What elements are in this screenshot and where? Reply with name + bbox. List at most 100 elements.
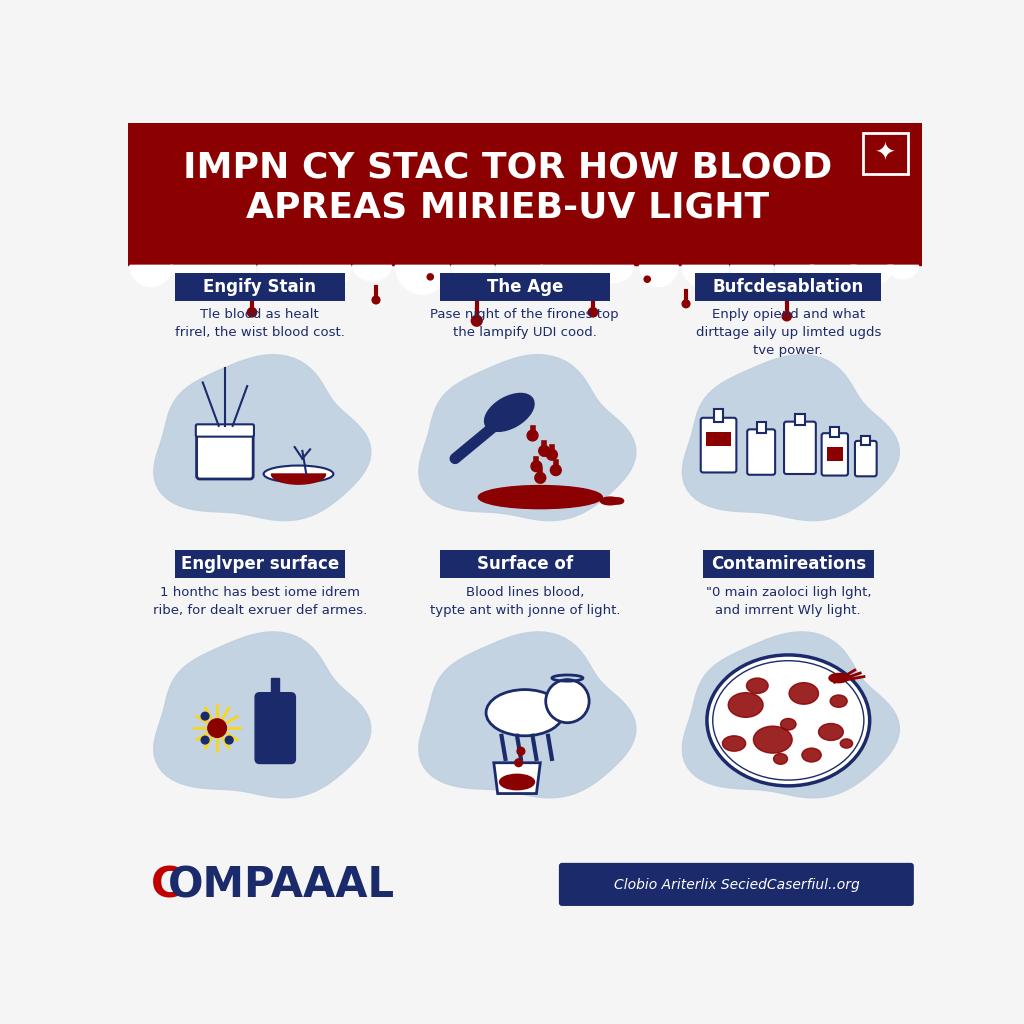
Circle shape (318, 278, 325, 284)
Bar (796, 414, 805, 426)
Ellipse shape (830, 695, 847, 708)
Circle shape (515, 759, 522, 767)
Polygon shape (591, 265, 634, 283)
Text: "0 main zaoloci ligh lght,
and imrrent Wly light.: "0 main zaoloci ligh lght, and imrrent W… (706, 586, 871, 616)
Polygon shape (419, 632, 636, 798)
Polygon shape (810, 265, 856, 291)
FancyBboxPatch shape (255, 692, 295, 764)
Ellipse shape (612, 498, 624, 504)
Ellipse shape (746, 678, 768, 693)
FancyBboxPatch shape (196, 424, 254, 436)
Ellipse shape (707, 655, 869, 785)
Circle shape (539, 445, 550, 457)
Ellipse shape (780, 719, 796, 730)
Polygon shape (271, 474, 326, 484)
FancyBboxPatch shape (748, 429, 775, 475)
Polygon shape (258, 265, 300, 285)
Polygon shape (452, 265, 495, 285)
Circle shape (531, 461, 542, 472)
Polygon shape (395, 265, 450, 294)
FancyBboxPatch shape (174, 550, 345, 578)
Bar (830, 427, 840, 437)
Bar (861, 435, 870, 444)
FancyBboxPatch shape (695, 273, 882, 301)
Ellipse shape (486, 689, 563, 736)
FancyBboxPatch shape (862, 133, 908, 174)
Circle shape (201, 736, 209, 743)
FancyBboxPatch shape (439, 550, 610, 578)
FancyBboxPatch shape (821, 433, 848, 475)
Bar (271, 678, 280, 701)
FancyBboxPatch shape (855, 441, 877, 476)
Polygon shape (352, 265, 391, 281)
Circle shape (519, 292, 527, 300)
Polygon shape (496, 265, 543, 289)
Polygon shape (730, 265, 773, 285)
Text: ✦: ✦ (874, 141, 896, 166)
Bar (714, 409, 723, 422)
Ellipse shape (818, 724, 844, 740)
Circle shape (853, 284, 859, 290)
Text: Blood lines blood,
typte ant with jonne of light.: Blood lines blood, typte ant with jonne … (429, 586, 621, 616)
Circle shape (203, 286, 209, 292)
Ellipse shape (498, 497, 521, 506)
Polygon shape (494, 763, 541, 794)
Text: Clobio Ariterlix SeciedCaserfiul..org: Clobio Ariterlix SeciedCaserfiul..org (613, 879, 859, 892)
Circle shape (248, 307, 257, 316)
Bar (128, 123, 922, 265)
Circle shape (547, 450, 557, 460)
Polygon shape (154, 632, 371, 798)
Text: 1 honthc has best iome idrem
ribe, for dealt exruer def armes.: 1 honthc has best iome idrem ribe, for d… (153, 586, 367, 616)
Circle shape (201, 713, 209, 720)
Ellipse shape (600, 497, 620, 505)
Ellipse shape (841, 739, 853, 749)
Ellipse shape (484, 393, 535, 431)
Ellipse shape (500, 774, 535, 790)
Polygon shape (851, 265, 893, 285)
FancyBboxPatch shape (559, 863, 913, 906)
Circle shape (782, 311, 792, 321)
Polygon shape (419, 354, 636, 520)
FancyBboxPatch shape (700, 418, 736, 472)
Polygon shape (154, 354, 371, 520)
Polygon shape (682, 354, 899, 520)
Ellipse shape (722, 736, 745, 752)
FancyBboxPatch shape (707, 432, 731, 445)
Text: OMPAAAL: OMPAAAL (168, 864, 395, 906)
Ellipse shape (802, 749, 821, 762)
Text: Bufcdesablation: Bufcdesablation (713, 278, 864, 296)
Ellipse shape (478, 485, 602, 509)
FancyBboxPatch shape (703, 550, 873, 578)
Polygon shape (888, 265, 919, 279)
Polygon shape (775, 265, 814, 283)
Circle shape (372, 296, 380, 304)
Polygon shape (640, 265, 678, 287)
Polygon shape (682, 632, 899, 798)
Polygon shape (209, 265, 256, 291)
Circle shape (737, 280, 743, 286)
Text: Enply opiend and what
dirttage aily up limted ugds
tve power.: Enply opiend and what dirttage aily up l… (695, 308, 881, 357)
Circle shape (225, 736, 233, 743)
Ellipse shape (790, 683, 818, 705)
Ellipse shape (263, 466, 334, 482)
Text: Engify Stain: Engify Stain (203, 278, 316, 296)
Ellipse shape (773, 754, 787, 764)
Circle shape (527, 430, 538, 441)
Text: Contamireations: Contamireations (711, 555, 866, 573)
Ellipse shape (829, 674, 848, 683)
Polygon shape (171, 265, 209, 283)
Circle shape (550, 465, 561, 475)
Text: Surface of: Surface of (477, 555, 572, 573)
FancyBboxPatch shape (784, 422, 816, 474)
Ellipse shape (754, 726, 793, 753)
FancyBboxPatch shape (174, 273, 345, 301)
Text: Englvper surface: Englvper surface (180, 555, 339, 573)
Text: Pase night of the firones top
the lampify UDI cood.: Pase night of the firones top the lampif… (430, 308, 620, 339)
Polygon shape (541, 265, 591, 291)
Circle shape (682, 300, 690, 307)
Circle shape (644, 276, 650, 283)
Circle shape (517, 748, 524, 755)
Polygon shape (682, 265, 729, 289)
FancyBboxPatch shape (827, 447, 843, 461)
Circle shape (546, 680, 589, 723)
